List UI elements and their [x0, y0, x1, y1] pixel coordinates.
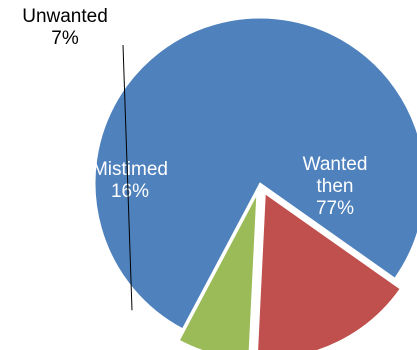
- pie-slice-wanted: [94, 17, 417, 330]
- pie-label-mistimed-percent: 16%: [111, 181, 149, 202]
- pie-label-mistimed-text: Mistimed: [92, 159, 168, 180]
- pie-label-wanted-text: Wanted: [303, 154, 368, 175]
- pie-leader-line-unwanted: [122, 44, 133, 311]
- pie-slices: [94, 17, 417, 350]
- pie-slice-unwanted: [178, 194, 258, 350]
- pie-label-unwanted-text: Unwanted: [22, 6, 108, 27]
- pie-label-wanted-text: then: [317, 176, 354, 197]
- pie-label-unwanted-percent: 7%: [51, 28, 79, 49]
- pie-label-wanted-percent: 77%: [316, 198, 354, 219]
- pie-slice-mistimed: [257, 192, 401, 350]
